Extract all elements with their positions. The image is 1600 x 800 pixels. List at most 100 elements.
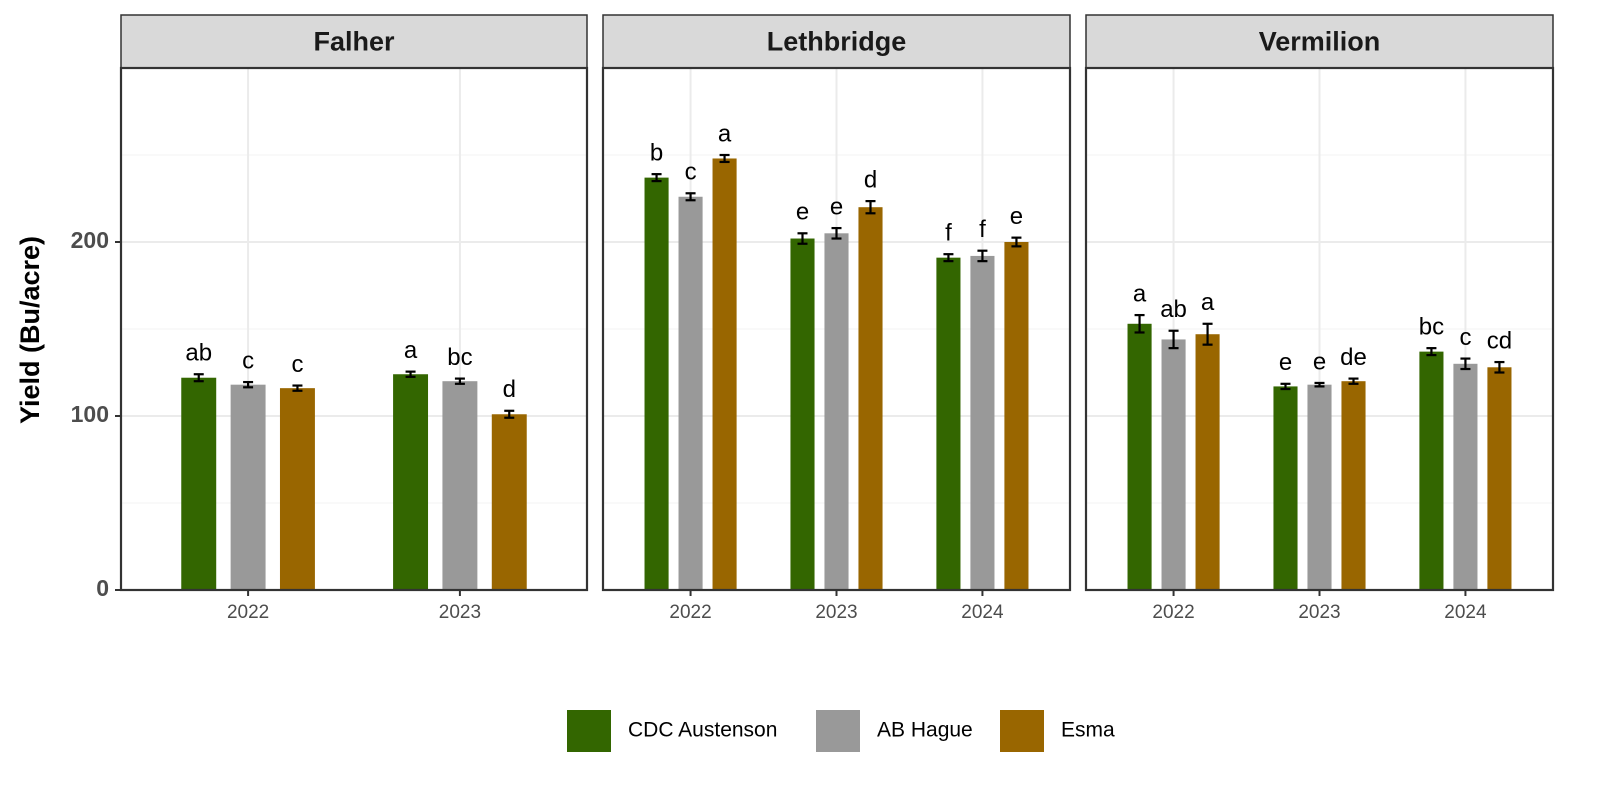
x-tick-label: 2024 [961,602,1004,623]
significance-letter: bc [447,344,472,371]
significance-letter: a [718,120,732,147]
error-bar [797,232,808,245]
error-bar [1460,357,1471,371]
bar [181,377,217,590]
significance-letter: e [796,199,809,226]
error-bar [1168,329,1179,350]
bar [442,381,478,590]
error-bar [405,370,416,378]
x-tick-label: 2023 [439,602,481,623]
bar [824,233,849,591]
x-tick-label: 2022 [227,602,269,623]
error-bar [943,253,954,263]
panel-border [1084,66,1555,592]
bar [491,414,527,590]
x-tick-label: 2022 [1152,602,1194,623]
bar [1341,381,1366,590]
bar [970,255,995,591]
significance-letter: e [1313,348,1326,375]
y-tick-label: 100 [71,401,109,427]
significance-letter: f [979,216,986,243]
bar [1273,386,1298,590]
significance-letter: ab [185,340,212,367]
legend-swatch [567,710,611,752]
bar [790,238,815,590]
bar [644,177,669,590]
facet-title: Lethbridge [767,27,907,57]
bar [1127,323,1152,590]
panel-border [119,66,589,592]
bar [1487,367,1512,590]
legend-label: Esma [1061,719,1115,742]
significance-letter: d [503,376,516,403]
error-bar [292,384,303,392]
significance-letter: b [650,139,663,166]
panel-border [601,66,1072,592]
significance-letter: a [404,337,418,364]
significance-letter: cd [1487,327,1512,354]
facet-strip [602,14,1071,69]
facet-title: Falher [313,27,395,57]
error-bar [977,249,988,263]
bar [1004,242,1029,590]
x-tick-label: 2024 [1444,602,1487,623]
facet-title: Vermilion [1259,27,1381,57]
significance-letter: c [685,159,697,186]
bar [393,374,429,590]
bar [858,207,883,590]
bar [1195,334,1220,590]
error-bar [504,409,515,419]
error-bar [243,380,254,389]
bar [936,257,961,590]
x-tick-label: 2023 [1298,602,1340,623]
error-bar [1202,322,1213,346]
facet-strip [120,14,588,69]
bar [279,388,315,590]
y-tick-label: 200 [71,227,109,253]
bar [678,196,703,590]
significance-letter: e [830,193,843,220]
legend-label: AB Hague [877,719,973,742]
error-bar [1314,381,1325,388]
facet-strip [1085,14,1554,69]
y-tick-label: 0 [96,575,109,601]
error-bar [193,373,204,383]
error-bar [1426,347,1437,357]
significance-letter: a [1201,289,1215,316]
bar [1419,351,1444,590]
bar [1307,384,1332,590]
error-bar [651,173,662,183]
error-bar [865,200,876,215]
x-tick-label: 2023 [815,602,857,623]
error-bar [1134,313,1145,334]
legend-swatch [1000,710,1044,752]
significance-letter: de [1340,344,1367,371]
bar [1453,363,1478,590]
error-bar [1280,382,1291,391]
legend-label: CDC Austenson [628,719,777,742]
error-bar [685,192,696,202]
significance-letter: ab [1160,296,1187,323]
x-tick-label: 2022 [669,602,711,623]
significance-letter: c [242,347,254,374]
significance-letter: e [1279,349,1292,376]
error-bar [831,226,842,240]
significance-letter: f [945,220,952,247]
error-bar [1494,360,1505,374]
error-bar [454,377,465,385]
error-bar [1348,377,1359,385]
significance-letter: e [1010,203,1023,230]
y-axis-title: Yield (Bu/acre) [15,236,45,424]
bar [1161,339,1186,590]
error-bar [1011,236,1022,248]
bar [712,158,737,591]
significance-letter: bc [1419,313,1444,340]
significance-letter: d [864,166,877,193]
bar [230,384,266,590]
significance-letter: c [291,351,303,378]
error-bar [719,153,730,164]
legend-swatch [816,710,860,752]
significance-letter: c [1459,324,1471,351]
significance-letter: a [1133,280,1147,307]
